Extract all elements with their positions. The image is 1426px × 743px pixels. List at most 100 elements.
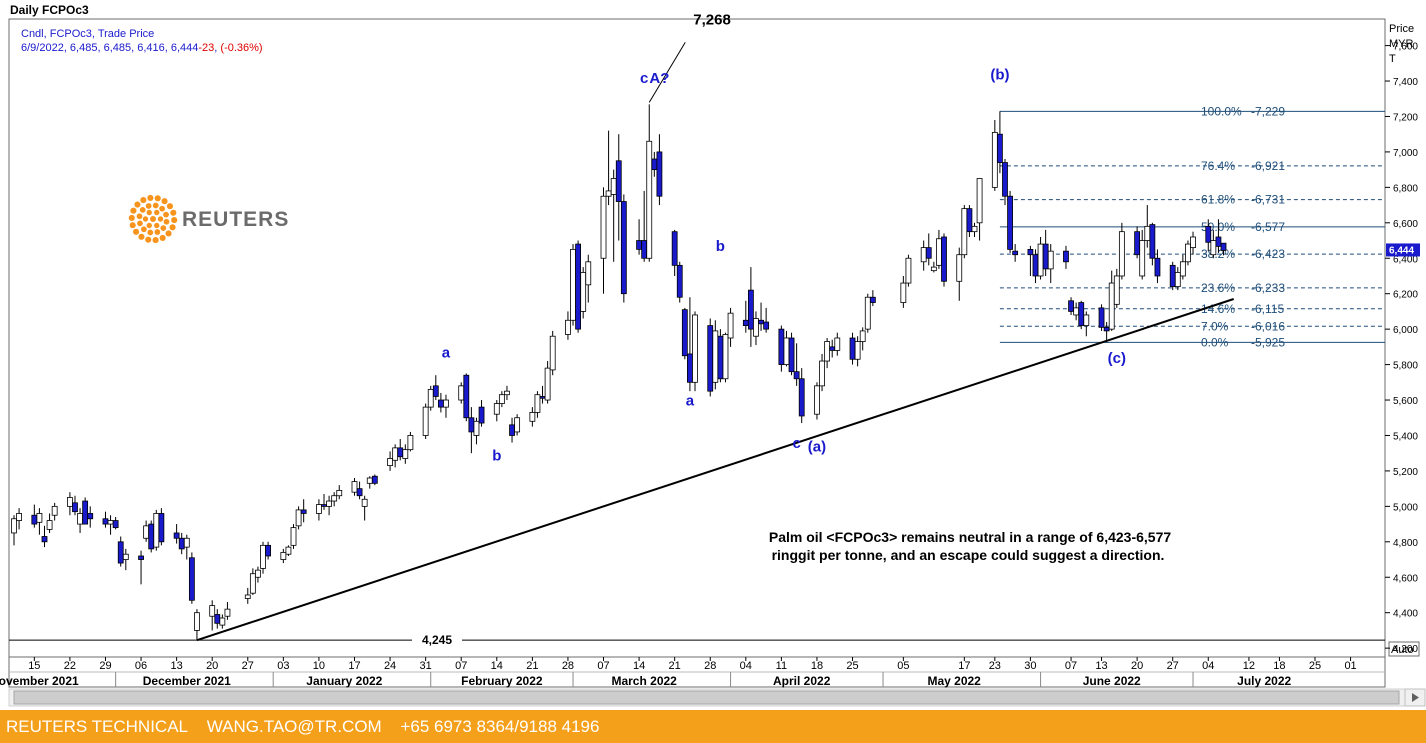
logo-dot [146, 222, 152, 229]
x-tick-label: 18 [1273, 660, 1285, 672]
candle-body [1042, 243, 1049, 270]
candle-body [41, 536, 48, 543]
wave-label: c [792, 435, 800, 452]
x-tick-label: 03 [277, 660, 289, 672]
wave-label: A? [649, 70, 669, 87]
candle-body [814, 385, 820, 415]
candle-body [509, 424, 515, 436]
candle-body [991, 132, 998, 188]
auto-button[interactable] [1388, 641, 1420, 657]
price-axis-title-1: Price [1389, 23, 1414, 35]
fib-pct-label: 0.0% [1201, 335, 1229, 349]
candle-body [504, 390, 510, 396]
candle-body [1220, 242, 1227, 251]
candle-body [864, 296, 871, 330]
candle-body [615, 160, 622, 202]
candle-body [824, 341, 831, 362]
x-tick-label: 20 [1131, 660, 1143, 672]
footer-brand: REUTERS TECHNICAL [6, 717, 188, 736]
candle-body [158, 513, 165, 543]
footer-email: WANG.TAO@TR.COM [206, 717, 382, 736]
candle-body [463, 374, 470, 419]
footer-banner: REUTERS TECHNICAL WANG.TAO@TR.COM +65 69… [0, 710, 1426, 743]
logo-dot [163, 218, 170, 225]
candle-body [1144, 225, 1151, 241]
candle-body [153, 513, 160, 548]
logo-dot [147, 229, 154, 236]
candle-body [656, 151, 663, 197]
month-label: April 2022 [773, 674, 831, 688]
x-tick-label: 17 [958, 660, 970, 672]
candle-body [747, 289, 754, 330]
candle-body [498, 394, 505, 404]
candle-body [148, 523, 155, 550]
x-tick-label: 21 [669, 660, 681, 672]
candle-body [249, 573, 256, 594]
candle-body [905, 257, 912, 284]
x-tick-label: 20 [206, 660, 218, 672]
candle-body [575, 243, 582, 330]
support-label-bg [412, 632, 462, 647]
candle-body [1118, 231, 1125, 277]
y-tick-label: 6,600 [1393, 219, 1418, 230]
candle-body [285, 546, 292, 555]
auto-label: Auto [1391, 644, 1414, 656]
candle-body [82, 500, 89, 525]
y-tick-label: 4,200 [1393, 644, 1418, 655]
candle-body [321, 504, 327, 507]
logo-dot [136, 213, 143, 220]
y-tick-label: 6,400 [1393, 254, 1418, 265]
fib-pct-label: 23.6% [1201, 281, 1235, 295]
x-tick-label: 10 [313, 660, 325, 672]
y-tick-label: 4,800 [1393, 538, 1418, 549]
candle-body [265, 544, 272, 557]
candle-body [1002, 162, 1008, 197]
commentary-line-1: Palm oil <FCPOc3> remains neutral in a r… [769, 529, 1171, 545]
candle-body [1037, 243, 1044, 277]
candle-body [925, 247, 932, 259]
reuters-dot-logo-icon [128, 194, 178, 244]
y-tick-label: 7,600 [1393, 42, 1418, 53]
x-tick-label: 22 [64, 660, 76, 672]
x-tick-label: 11 [776, 660, 787, 672]
candle-body [681, 309, 688, 357]
candle-body [707, 325, 714, 392]
candle-body [366, 477, 373, 484]
logo-dot [163, 211, 169, 218]
month-label: July 2022 [1237, 674, 1291, 688]
candle-body [514, 417, 521, 433]
x-tick-label: 04 [740, 660, 752, 672]
candlestick-chart: Auto Daily FCPOc3 Cndl, FCPOc3, Trade Pr… [0, 3, 1426, 707]
candle-body [671, 231, 678, 266]
candle-body [300, 509, 307, 514]
reuters-logo-text: REUTERS [182, 208, 289, 231]
candle-body [849, 337, 856, 360]
candle-body [1169, 264, 1176, 288]
logo-dot [132, 228, 140, 235]
candle-body [143, 525, 150, 539]
scrollbar-thumb[interactable] [13, 690, 1400, 705]
logo-dot [137, 220, 143, 227]
x-tick-label: 14 [491, 660, 503, 672]
candle-body [1007, 195, 1013, 250]
fib-pct-label: 7.0% [1201, 319, 1229, 333]
candle-body [798, 378, 805, 417]
logo-dot [145, 203, 152, 209]
candle-body [1073, 307, 1080, 316]
price-axis-title-3: T [1389, 53, 1396, 65]
x-tick-label: 05 [897, 660, 909, 672]
candle-body [255, 569, 261, 578]
candle-body [1210, 240, 1217, 256]
x-tick-label: 21 [526, 660, 538, 672]
candle-body [209, 605, 216, 617]
candles [11, 104, 1227, 641]
candle-body [437, 399, 444, 408]
x-tick-label: 06 [135, 660, 147, 672]
candle-body [427, 388, 434, 408]
candle-body [290, 527, 297, 546]
wave-label: c [640, 70, 648, 87]
candle-body [107, 520, 114, 525]
candle-body [11, 518, 17, 534]
candle-body [371, 475, 378, 484]
x-tick-label: 28 [704, 660, 716, 672]
